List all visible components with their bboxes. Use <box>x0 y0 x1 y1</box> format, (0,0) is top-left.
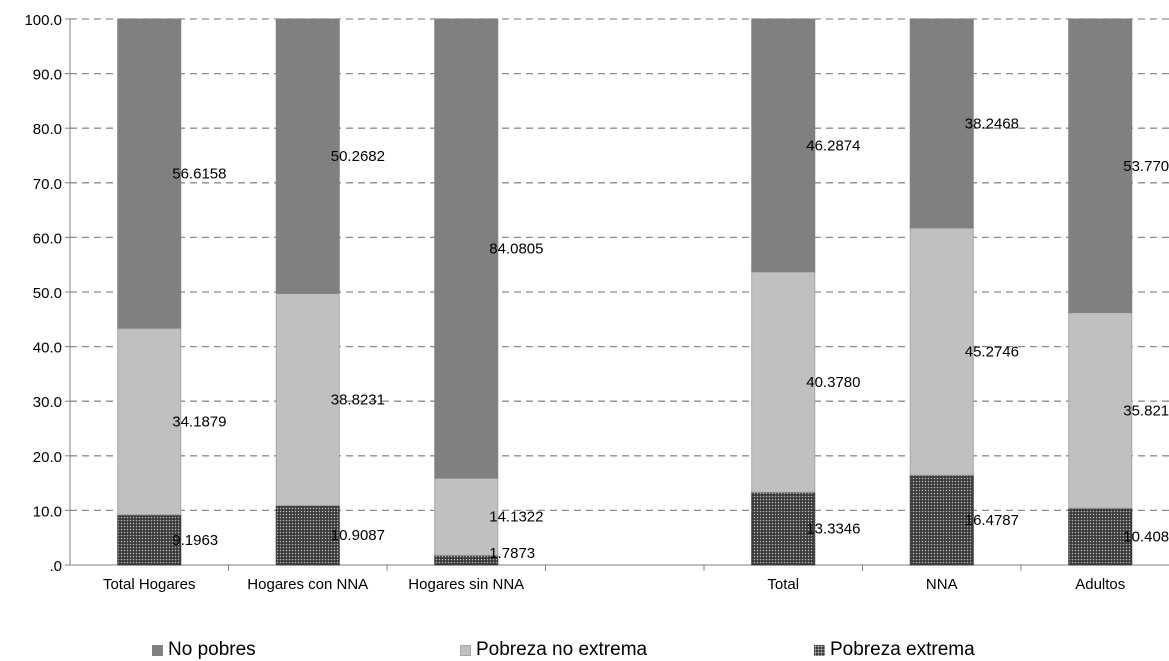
data-label: 13.3346 <box>806 521 860 538</box>
data-label: 38.2468 <box>965 115 1019 132</box>
data-label: 10.9087 <box>331 527 385 544</box>
data-label: 34.1879 <box>172 413 226 430</box>
data-label: 50.2682 <box>331 148 385 165</box>
legend-label-no-pobres: No pobres <box>168 639 256 660</box>
bar-pobreza-no-extrema <box>117 327 182 516</box>
data-label: 45.2746 <box>965 343 1019 360</box>
bar-pobreza-extrema <box>909 474 974 566</box>
data-label: 16.4787 <box>965 512 1019 529</box>
bar-pobreza-no-extrema <box>434 477 499 556</box>
bar-no-pobres <box>434 18 499 479</box>
data-label: 84.0805 <box>489 241 543 258</box>
x-tick-label: Total Hogares <box>103 576 196 593</box>
bar-no-pobres <box>751 18 816 273</box>
bar-pobreza-extrema <box>751 491 816 566</box>
legend-item-pobreza-no-extrema: Pobreza no extrema <box>460 639 647 661</box>
legend-label-pobreza-extrema: Pobreza extrema <box>830 639 975 660</box>
y-tick-label: 40.0 <box>33 340 62 357</box>
bar-pobreza-no-extrema <box>1068 312 1133 509</box>
legend-swatch-no-pobres <box>152 644 163 656</box>
bar-no-pobres <box>275 18 340 294</box>
data-labels: 9.1963 34.1879 56.6158 10.9087 38.8231 50.268… <box>172 115 1169 562</box>
x-tick-label: Hogares con NNA <box>247 576 368 593</box>
axes: .0 10.0 20.0 30.0 40.0 50.0 60.0 70.0 80.0 90.0 10… <box>24 12 1169 593</box>
y-tick-label: 60.0 <box>33 230 62 247</box>
x-tick-label: Total <box>767 576 799 593</box>
bar-no-pobres <box>117 18 182 329</box>
y-tick-label: 30.0 <box>33 394 62 411</box>
legend-item-no-pobres: No pobres <box>152 639 256 661</box>
y-tick-label: 100.0 <box>24 12 62 29</box>
y-tick-label: 70.0 <box>33 176 62 193</box>
x-tick-label: Hogares sin NNA <box>408 576 524 593</box>
y-tick-label: 50.0 <box>33 285 62 302</box>
x-tick-label: NNA <box>926 576 958 593</box>
data-label: 9.1963 <box>172 532 218 549</box>
bar-no-pobres <box>1068 18 1133 314</box>
bar-pobreza-extrema <box>275 504 340 566</box>
y-tick-label: 80.0 <box>33 121 62 138</box>
data-label: 46.2874 <box>806 137 860 154</box>
data-label: 35.8212 <box>1123 402 1169 419</box>
data-label: 1.7873 <box>489 545 535 562</box>
bars <box>117 18 1133 566</box>
y-tick-label: .0 <box>49 558 62 575</box>
bar-no-pobres <box>909 18 974 229</box>
legend-swatch-pobreza-extrema <box>814 644 825 656</box>
legend-label-pobreza-no-extrema: Pobreza no extrema <box>476 639 648 660</box>
data-label: 53.7700 <box>1123 158 1169 175</box>
bar-pobreza-no-extrema <box>909 227 974 476</box>
legend-item-pobreza-extrema: Pobreza extrema <box>814 639 975 661</box>
y-tick-label: 20.0 <box>33 449 62 466</box>
data-label: 10.4088 <box>1123 529 1169 546</box>
bar-pobreza-extrema <box>117 514 182 566</box>
data-label: 14.1322 <box>489 509 543 526</box>
data-label: 40.3780 <box>806 374 860 391</box>
data-label: 38.8231 <box>331 391 385 408</box>
x-tick-label: Adultos <box>1075 576 1125 593</box>
y-tick-label: 10.0 <box>33 503 62 520</box>
gridlines <box>70 18 1169 512</box>
data-label: 56.6158 <box>172 166 226 183</box>
y-tick-label: 90.0 <box>33 67 62 84</box>
legend-swatch-pobreza-no-extrema <box>460 644 471 656</box>
